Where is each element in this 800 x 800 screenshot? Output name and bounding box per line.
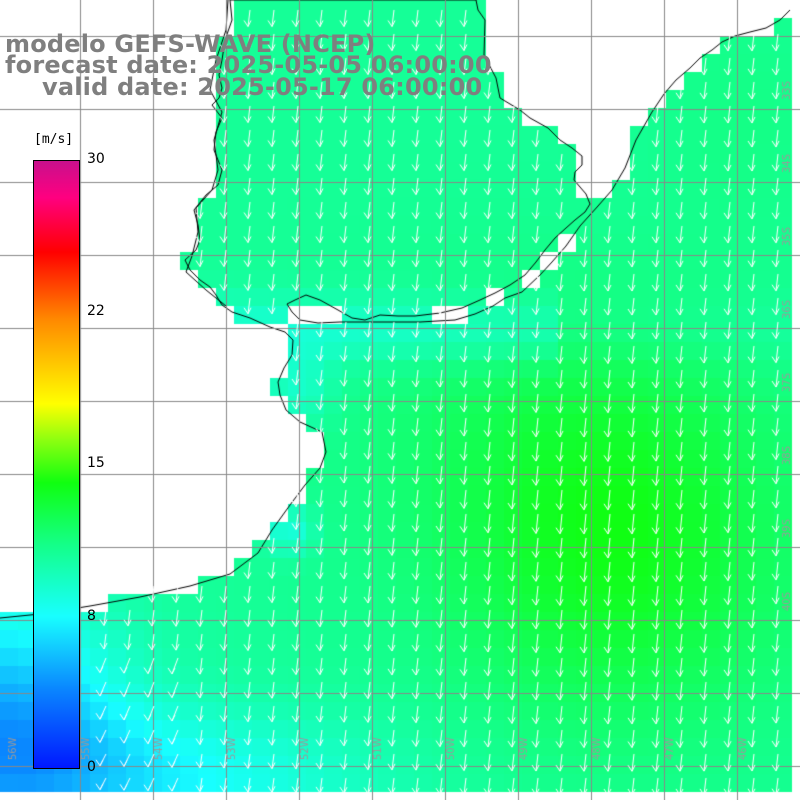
colorbar-legend: [m/s] 30 22 15 8 0 — [0, 0, 120, 800]
colorbar-tick-0: 0 — [87, 759, 96, 775]
model-title: modelo GEFS-WAVE (NCEP) — [5, 30, 376, 58]
colorbar-gradient — [33, 160, 80, 769]
colorbar-tick-30: 30 — [87, 151, 105, 167]
colorbar-tick-15: 15 — [87, 455, 105, 471]
colorbar-tick-22: 22 — [87, 303, 105, 319]
colorbar-unit-label: [m/s] — [34, 132, 74, 147]
colorbar-tick-8: 8 — [87, 608, 96, 624]
forecast-date: forecast date: 2025-05-05 06:00:00 — [5, 51, 492, 79]
valid-date: valid date: 2025-05-17 06:00:00 — [42, 73, 483, 101]
